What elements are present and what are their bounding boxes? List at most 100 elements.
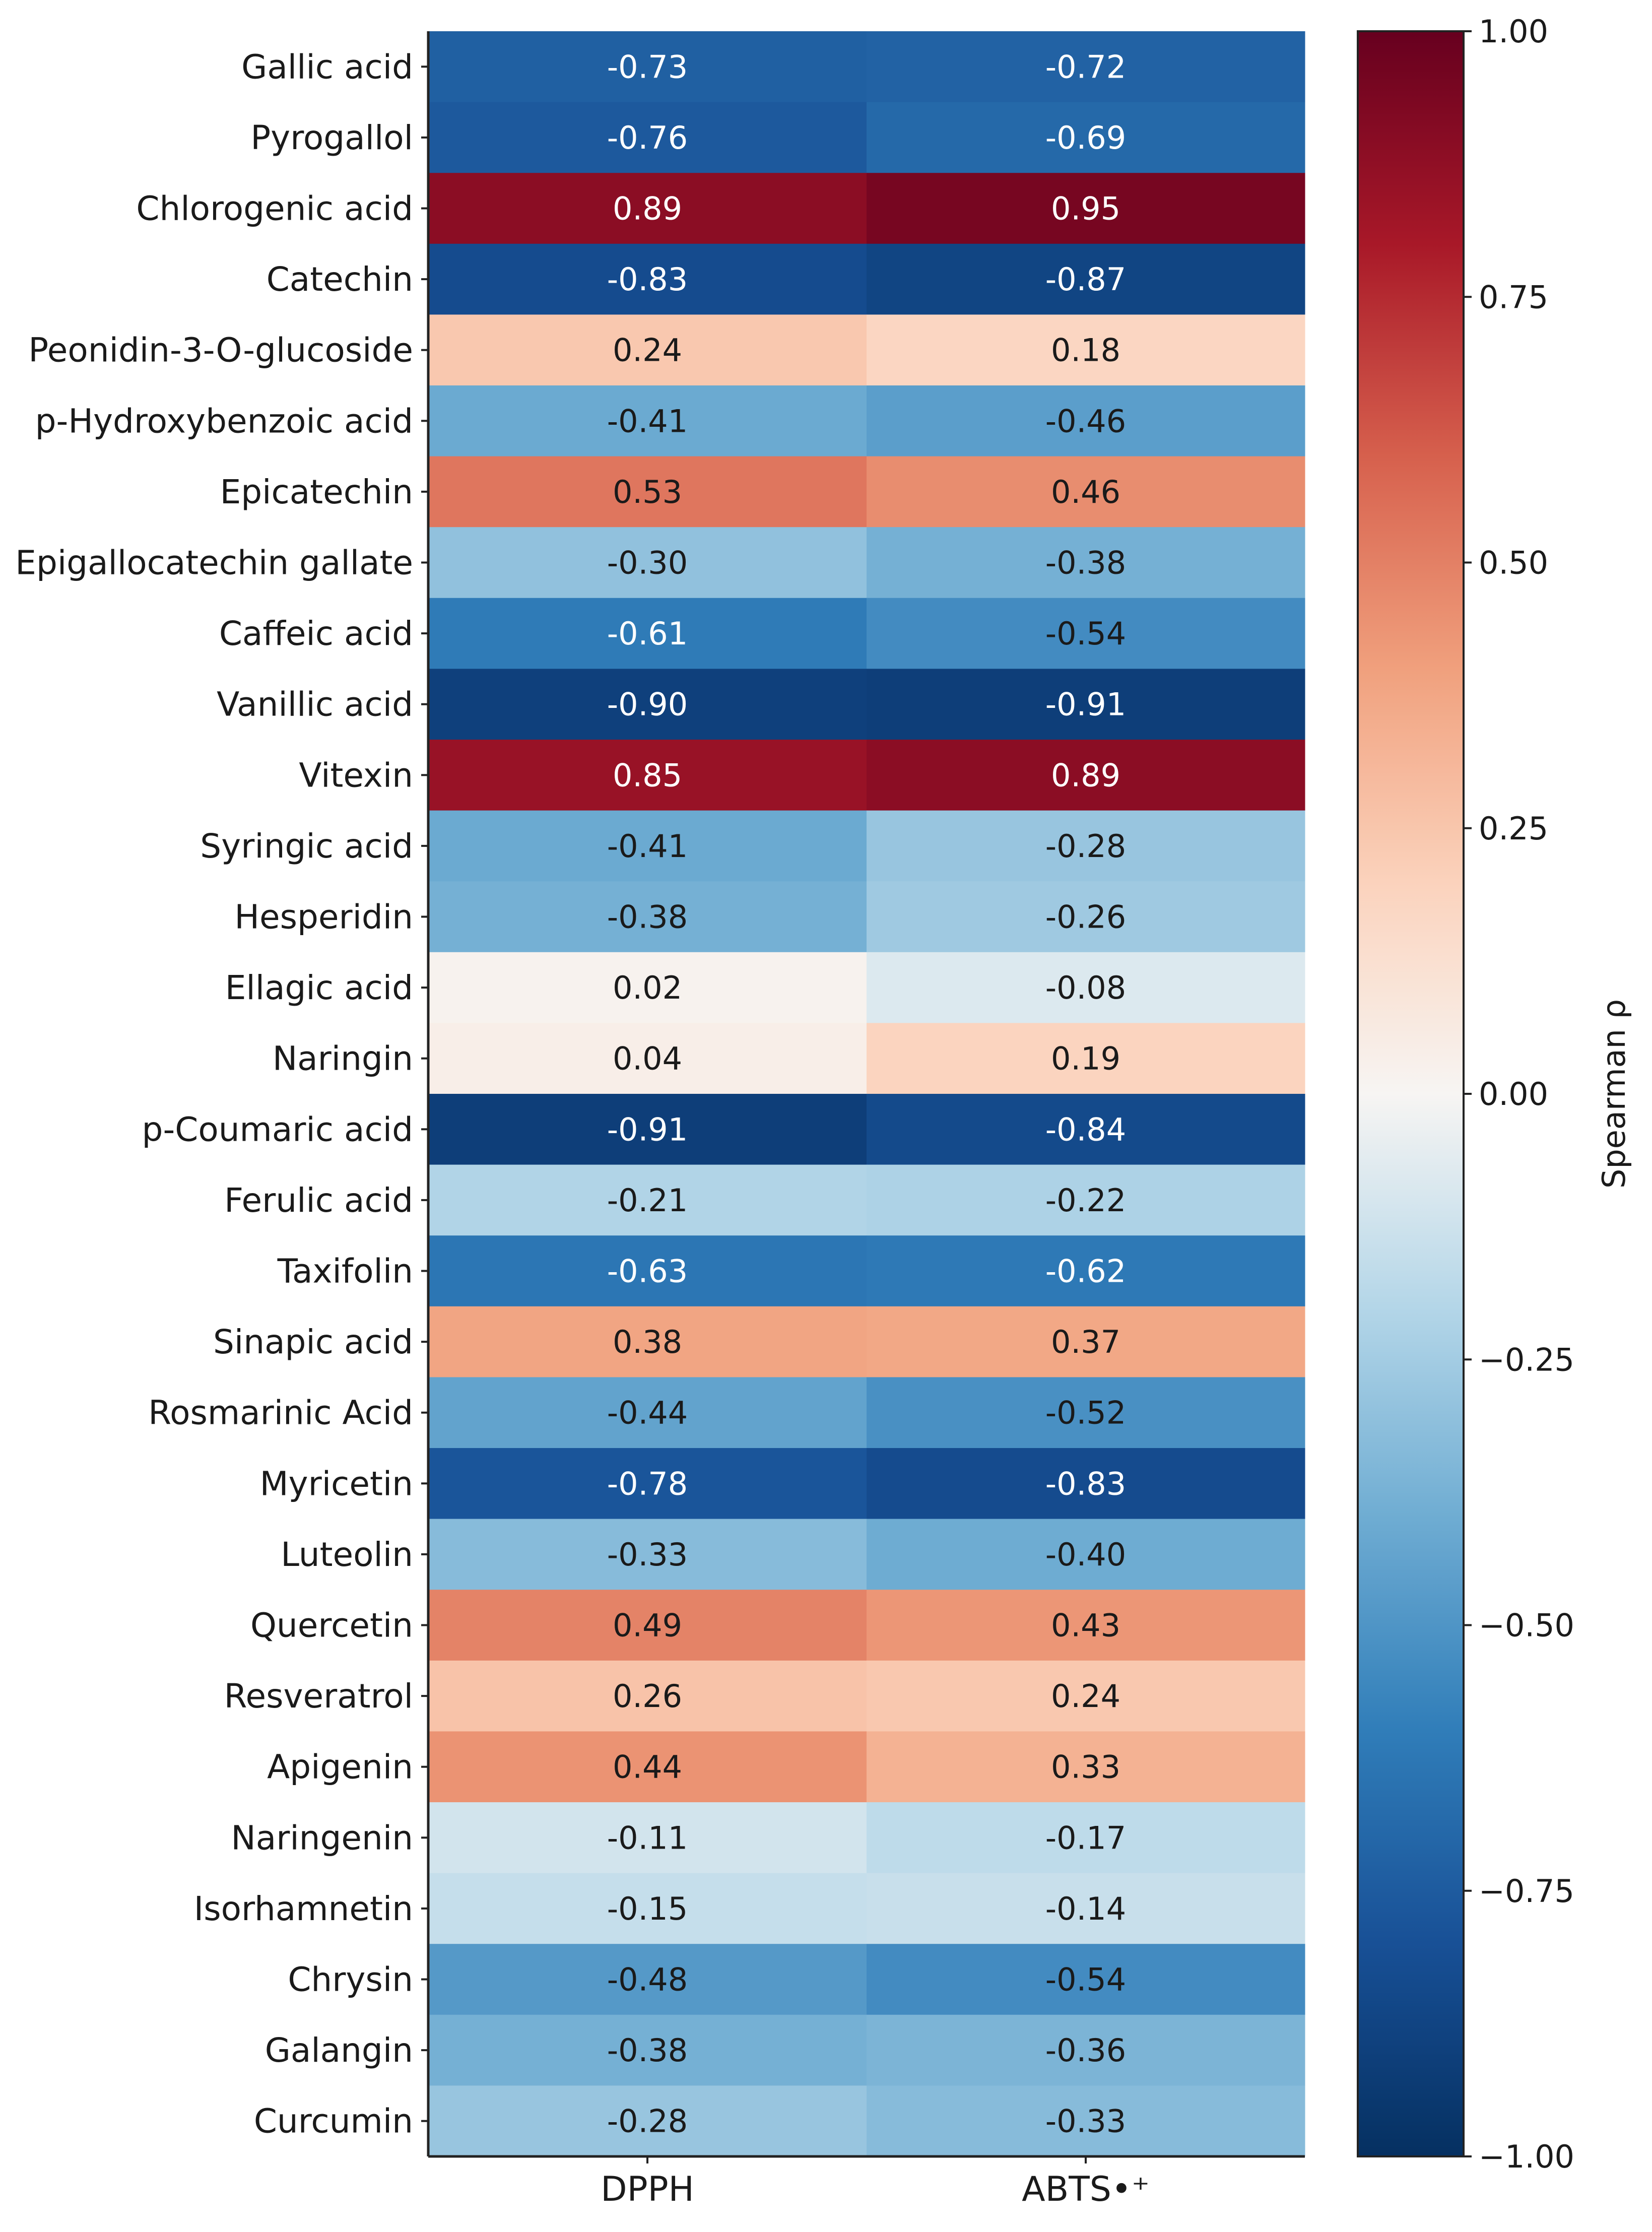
heatmap-cell — [867, 1377, 1305, 1449]
cell-value-label: -0.61 — [607, 615, 688, 652]
colorbar-gradient — [1357, 30, 1465, 2157]
heatmap-cells — [428, 31, 1305, 2157]
heatmap-cell — [428, 1377, 867, 1449]
heatmap-cell — [428, 1448, 867, 1520]
heatmap-cell — [428, 1306, 867, 1377]
y-tick-label: Naringenin — [231, 1818, 413, 1857]
heatmap-cell — [867, 1519, 1305, 1590]
cell-value-label: -0.63 — [607, 1253, 688, 1290]
heatmap-cell — [428, 1235, 867, 1307]
y-tick-label: p-Coumaric acid — [142, 1110, 413, 1149]
y-tick-label: Taxifolin — [277, 1252, 413, 1291]
y-tick-label: Chrysin — [288, 1960, 413, 1999]
y-tick-label: Pyrogallol — [250, 118, 413, 157]
cell-value-label: 0.44 — [613, 1749, 682, 1786]
heatmap-cell — [428, 810, 867, 882]
heatmap-cell — [428, 1660, 867, 1732]
colorbar: 1.00 0.75 0.50 0.25 0.00 −0.25 −0.50 −0.75 −1.00… — [1357, 13, 1632, 2175]
cell-value-label: 0.43 — [1051, 1607, 1120, 1644]
cell-value-label: 0.37 — [1051, 1324, 1120, 1360]
heatmap-cell — [428, 102, 867, 173]
y-tick-label: Quercetin — [250, 1606, 413, 1645]
heatmap-cell — [867, 952, 1305, 1023]
cell-value-label: -0.41 — [607, 828, 688, 865]
heatmap-cell — [867, 31, 1305, 103]
heatmap-cell — [428, 2085, 867, 2157]
cell-value-label: -0.73 — [607, 48, 688, 85]
colorbar-tick-label: 1.00 — [1479, 13, 1548, 50]
cell-value-label: -0.17 — [1045, 1819, 1126, 1856]
y-tick-label: Isorhamnetin — [194, 1889, 413, 1928]
cell-value-label: -0.90 — [607, 686, 688, 723]
cell-value-label: -0.46 — [1045, 403, 1126, 439]
x-axis: DPPH ABTS•⁺ — [428, 2155, 1305, 2209]
cell-value-label: 0.85 — [613, 757, 682, 794]
cell-value-label: -0.72 — [1045, 48, 1126, 85]
heatmap-cell — [867, 314, 1305, 386]
cell-value-label: -0.54 — [1045, 1961, 1126, 1998]
heatmap-cell — [428, 527, 867, 599]
heatmap-cell — [867, 527, 1305, 599]
cell-value-label: -0.30 — [607, 545, 688, 581]
heatmap-cell — [428, 598, 867, 669]
y-tick-label: Vanillic acid — [217, 685, 413, 724]
cell-value-label: 0.46 — [1051, 474, 1120, 510]
cell-value-label: -0.78 — [607, 1465, 688, 1502]
heatmap-cell — [867, 385, 1305, 457]
cell-value-label: 0.02 — [613, 969, 682, 1006]
heatmap-cell — [867, 1094, 1305, 1165]
cell-value-label: -0.28 — [607, 2103, 688, 2140]
y-tick-label: Chlorogenic acid — [136, 189, 413, 228]
cell-value-label: -0.38 — [607, 2032, 688, 2069]
heatmap-cell — [428, 1094, 867, 1165]
y-tick-label: Ellagic acid — [225, 968, 413, 1007]
cell-value-label: -0.21 — [607, 1182, 688, 1219]
y-tick-label: Resveratrol — [224, 1677, 413, 1716]
y-tick-label: Galangin — [265, 2031, 413, 2070]
heatmap-cell — [867, 1873, 1305, 1944]
cell-value-label: -0.26 — [1045, 899, 1126, 936]
cell-value-label: 0.89 — [1051, 757, 1120, 794]
heatmap-cell — [867, 669, 1305, 740]
cell-value-label: -0.11 — [607, 1819, 688, 1856]
cell-value-label: -0.41 — [607, 403, 688, 439]
heatmap-cell — [428, 1802, 867, 1874]
heatmap-cell — [867, 1590, 1305, 1661]
heatmap-cell-labels: -0.73 -0.72 -0.76 -0.69 0.89 0.95 -0.83 -0.87 0.… — [607, 48, 1126, 2139]
y-tick-label: Ferulic acid — [224, 1181, 413, 1220]
y-tick-label: Luteolin — [281, 1535, 413, 1574]
y-tick-label: Epigallocatechin gallate — [15, 544, 413, 582]
cell-value-label: -0.08 — [1045, 969, 1126, 1006]
y-tick-label: Myricetin — [260, 1464, 413, 1503]
cell-value-label: -0.22 — [1045, 1182, 1126, 1219]
heatmap-cell — [428, 952, 867, 1023]
cell-value-label: -0.91 — [1045, 686, 1126, 723]
heatmap-cell — [867, 881, 1305, 953]
x-tick-label: DPPH — [601, 2170, 694, 2209]
heatmap-cell — [428, 1519, 867, 1590]
cell-value-label: -0.38 — [1045, 545, 1126, 581]
colorbar-tick-label: 0.50 — [1479, 545, 1548, 581]
cell-value-label: -0.44 — [607, 1395, 688, 1431]
cell-value-label: 0.95 — [1051, 190, 1120, 227]
heatmap-cell — [867, 173, 1305, 244]
y-tick-label: Naringin — [273, 1039, 413, 1078]
cell-value-label: -0.91 — [607, 1111, 688, 1148]
heatmap-cell — [867, 1448, 1305, 1520]
colorbar-tick-label: 0.75 — [1479, 279, 1548, 315]
cell-value-label: 0.24 — [613, 332, 682, 369]
colorbar-title: Spearman ρ — [1596, 999, 1632, 1189]
heatmap-cell — [428, 669, 867, 740]
y-tick-label: Rosmarinic Acid — [148, 1394, 413, 1432]
y-tick-label: Hesperidin — [234, 898, 413, 937]
cell-value-label: -0.38 — [607, 899, 688, 936]
cell-value-label: -0.36 — [1045, 2032, 1126, 2069]
cell-value-label: -0.83 — [1045, 1465, 1126, 1502]
cell-value-label: -0.54 — [1045, 615, 1126, 652]
heatmap-cell — [867, 810, 1305, 882]
heatmap-cell — [428, 1023, 867, 1094]
cell-value-label: 0.19 — [1051, 1040, 1120, 1077]
heatmap-cell — [428, 881, 867, 953]
